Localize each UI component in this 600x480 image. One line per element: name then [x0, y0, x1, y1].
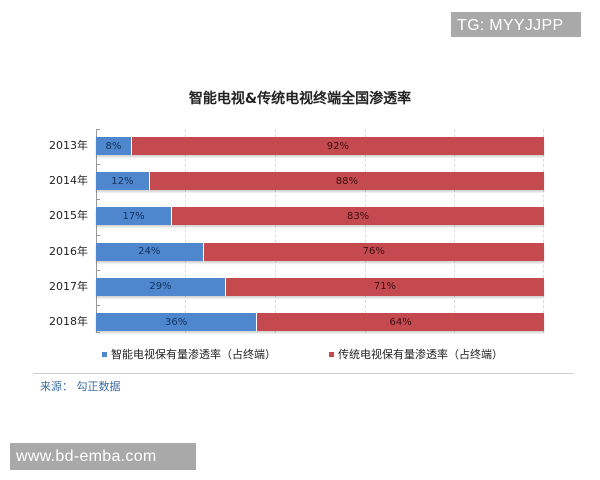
- bar-segment-traditional: 92%: [131, 137, 544, 155]
- chart-title: 智能电视&传统电视终端全国渗透率: [188, 91, 412, 107]
- gridline: [185, 129, 186, 333]
- gridline: [454, 129, 455, 333]
- legend-item-smart-tv: 智能电视保有量渗透率（占终端）: [102, 346, 276, 362]
- bar-row: 17% 83%: [96, 207, 544, 226]
- bar-segment-smart: 8%: [96, 137, 132, 155]
- y-axis-label: 2016年: [49, 244, 88, 258]
- bar-segment-traditional: 71%: [225, 277, 544, 296]
- gridline: [365, 129, 366, 333]
- axis-tick: [96, 332, 100, 333]
- source-note: 来源： 勾正数据: [40, 380, 121, 393]
- legend-item-traditional-tv: 传统电视保有量渗透率（占终端）: [329, 346, 503, 362]
- gridline: [275, 129, 276, 333]
- axis-tick: [96, 269, 100, 271]
- y-axis-label: 2013年: [49, 139, 88, 152]
- bar-segment-traditional: 76%: [203, 242, 544, 261]
- bar-segment-traditional: 88%: [149, 172, 544, 191]
- axis-tick: [96, 199, 100, 201]
- bar-segment-smart: 24%: [96, 242, 204, 261]
- bar-row: 36% 64%: [96, 313, 544, 331]
- legend-swatch-traditional: [329, 351, 334, 357]
- bar-row: 29% 71%: [96, 277, 544, 296]
- axis-tick: [96, 164, 100, 166]
- bar-row: 12% 88%: [96, 172, 544, 191]
- bar-row: 8% 92%: [96, 137, 544, 155]
- bar-segment-traditional: 83%: [172, 207, 544, 226]
- divider: [33, 373, 574, 374]
- y-axis-label: 2014年: [49, 174, 88, 188]
- plot-area: 8% 92% 12% 88% 17% 83% 24% 76% 29% 71% 36% 64%: [96, 129, 544, 333]
- legend-label-smart: 智能电视保有量渗透率（占终端）: [111, 348, 276, 361]
- bar-segment-traditional: 64%: [257, 313, 544, 331]
- bar-segment-smart: 12%: [96, 172, 150, 191]
- bar-segment-smart: 17%: [96, 207, 173, 226]
- legend-label-traditional: 传统电视保有量渗透率（占终端）: [338, 348, 503, 361]
- y-axis-label: 2018年: [49, 315, 88, 328]
- bar-segment-smart: 36%: [96, 313, 258, 331]
- y-axis-label: 2015年: [49, 209, 88, 223]
- y-axis-label: 2017年: [49, 279, 88, 293]
- gridline: [543, 129, 544, 333]
- bar-segment-smart: 29%: [96, 277, 226, 296]
- axis-tick: [96, 305, 100, 306]
- y-axis-line: [96, 129, 97, 333]
- bar-row: 24% 76%: [96, 242, 544, 261]
- axis-tick: [96, 234, 100, 236]
- watermark-top: TG: MYYJJPP: [451, 12, 581, 37]
- legend-swatch-smart: [102, 351, 107, 357]
- axis-tick: [96, 129, 100, 130]
- watermark-bottom: www.bd-emba.com: [10, 443, 196, 470]
